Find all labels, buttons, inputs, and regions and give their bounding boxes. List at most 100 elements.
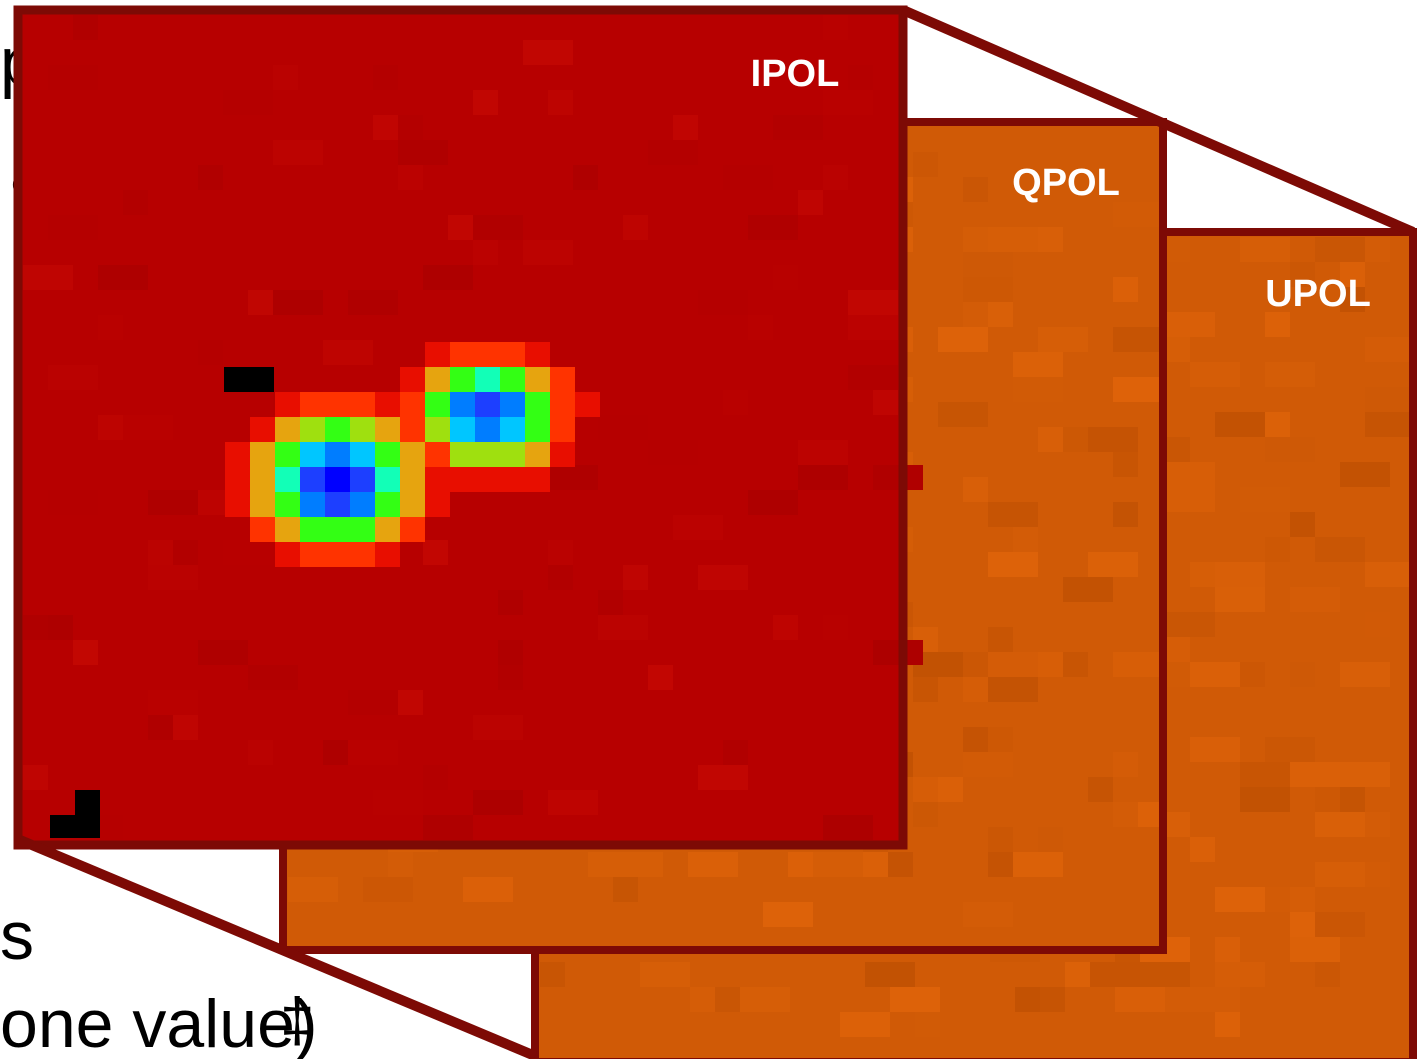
texture-pixel bbox=[288, 877, 338, 902]
texture-pixel bbox=[1065, 962, 1090, 987]
texture-pixel bbox=[573, 165, 598, 190]
texture-pixel bbox=[988, 852, 1013, 877]
texture-pixel bbox=[1113, 202, 1163, 227]
source-pixel bbox=[425, 467, 450, 492]
texture-pixel bbox=[1190, 737, 1240, 762]
texture-pixel bbox=[988, 677, 1038, 702]
source-pixel bbox=[375, 542, 400, 567]
source-pixel bbox=[325, 492, 350, 517]
source-pixel bbox=[400, 492, 425, 517]
texture-pixel bbox=[1265, 362, 1315, 387]
source-pixel bbox=[350, 467, 375, 492]
texture-pixel bbox=[1165, 237, 1190, 262]
texture-pixel bbox=[1013, 852, 1063, 877]
source-pixel bbox=[500, 467, 525, 492]
texture-pixel bbox=[913, 802, 938, 827]
texture-pixel bbox=[873, 465, 923, 490]
texture-pixel bbox=[48, 215, 98, 240]
texture-pixel bbox=[473, 90, 498, 115]
texture-pixel bbox=[423, 540, 448, 565]
texture-pixel bbox=[848, 365, 898, 390]
texture-pixel bbox=[148, 490, 198, 515]
texture-pixel bbox=[963, 727, 988, 752]
source-pixel bbox=[400, 417, 425, 442]
source-pixel bbox=[550, 367, 575, 392]
texture-pixel bbox=[1113, 502, 1138, 527]
source-pixel bbox=[425, 417, 450, 442]
texture-pixel bbox=[1365, 562, 1415, 587]
source-pixel bbox=[325, 442, 350, 467]
texture-pixel bbox=[48, 615, 73, 640]
texture-pixel bbox=[1215, 887, 1265, 912]
ipol-label: IPOL bbox=[751, 53, 840, 95]
texture-pixel bbox=[1215, 562, 1265, 587]
texture-pixel bbox=[938, 327, 988, 352]
texture-pixel bbox=[913, 777, 938, 802]
source-pixel bbox=[300, 517, 325, 542]
source-pixel bbox=[325, 542, 350, 567]
texture-pixel bbox=[1265, 887, 1290, 912]
texture-pixel bbox=[1340, 662, 1390, 687]
source-pixel bbox=[350, 492, 375, 517]
texture-pixel bbox=[48, 65, 98, 90]
source-pixel bbox=[375, 517, 400, 542]
texture-pixel bbox=[988, 727, 1013, 752]
source-pixel bbox=[425, 367, 450, 392]
texture-pixel bbox=[548, 540, 573, 565]
texture-pixel bbox=[1315, 912, 1365, 937]
source-pixel bbox=[325, 467, 350, 492]
texture-pixel bbox=[963, 677, 988, 702]
texture-pixel bbox=[890, 987, 940, 1012]
texture-pixel bbox=[448, 215, 473, 240]
ipol-source-blobs bbox=[225, 342, 600, 567]
source-pixel bbox=[475, 417, 500, 442]
source-pixel bbox=[300, 417, 325, 442]
qpol-label: QPOL bbox=[1012, 162, 1120, 204]
texture-pixel bbox=[988, 827, 1013, 852]
texture-pixel bbox=[1165, 612, 1215, 637]
source-pixel bbox=[525, 417, 550, 442]
texture-pixel bbox=[1265, 412, 1290, 437]
texture-pixel bbox=[698, 290, 748, 315]
texture-pixel bbox=[348, 690, 398, 715]
texture-pixel bbox=[1088, 827, 1138, 852]
ipol-plane: IPOL bbox=[13, 5, 923, 850]
texture-pixel bbox=[763, 902, 813, 927]
background-text-line-3: s bbox=[0, 898, 34, 974]
texture-pixel bbox=[698, 565, 748, 590]
texture-pixel bbox=[723, 165, 773, 190]
texture-pixel bbox=[548, 790, 598, 815]
texture-pixel bbox=[423, 765, 448, 790]
source-pixel bbox=[325, 417, 350, 442]
texture-pixel bbox=[773, 615, 798, 640]
source-pixel bbox=[400, 367, 425, 392]
source-pixel bbox=[425, 392, 450, 417]
texture-pixel bbox=[273, 140, 323, 165]
texture-pixel bbox=[1038, 227, 1063, 252]
source-pixel bbox=[375, 467, 400, 492]
source-pixel bbox=[275, 492, 300, 517]
texture-pixel bbox=[648, 440, 698, 465]
source-pixel bbox=[350, 442, 375, 467]
texture-pixel bbox=[1165, 337, 1190, 362]
texture-pixel bbox=[1265, 437, 1315, 462]
texture-pixel bbox=[1113, 277, 1138, 302]
source-pixel bbox=[300, 392, 325, 417]
texture-pixel bbox=[248, 740, 273, 765]
texture-pixel bbox=[1265, 262, 1290, 287]
source-pixel bbox=[400, 467, 425, 492]
texture-pixel bbox=[1365, 337, 1415, 362]
texture-pixel bbox=[823, 765, 848, 790]
ipol-black-pixel-marker bbox=[224, 367, 274, 392]
texture-pixel bbox=[398, 140, 448, 165]
texture-pixel bbox=[198, 640, 248, 665]
texture-pixel bbox=[1315, 812, 1365, 837]
texture-pixel bbox=[963, 177, 988, 202]
texture-pixel bbox=[48, 715, 98, 740]
texture-pixel bbox=[198, 340, 223, 365]
texture-pixel bbox=[798, 465, 848, 490]
texture-pixel bbox=[1215, 937, 1240, 962]
texture-pixel bbox=[1113, 802, 1138, 827]
texture-pixel bbox=[1090, 962, 1140, 987]
